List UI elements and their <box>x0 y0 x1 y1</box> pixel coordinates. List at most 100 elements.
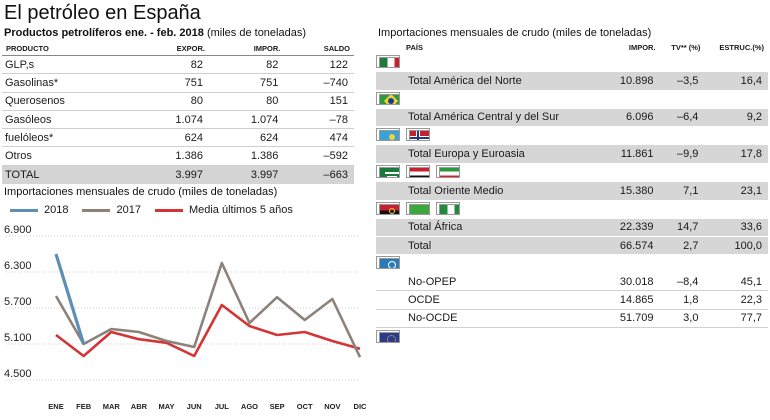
cell-expor: 80 <box>133 92 209 111</box>
subtotal-row: Total América Central y del Sur 6.096 –6,4… <box>376 107 768 127</box>
table-row: Gasolinas* 751 751 –740 <box>2 73 354 93</box>
table-row: fuelóleos* 624 624 474 <box>2 128 354 148</box>
cell-estruc: 9,2 <box>704 107 768 127</box>
cell-name: Gasolinas* <box>2 73 134 93</box>
col-header-expor: EXPOR. <box>133 42 209 56</box>
cell-name: Otros <box>2 146 134 166</box>
cell-expor: 3.997 <box>133 165 209 184</box>
cell-country: No-OPEP <box>376 272 605 292</box>
country-name: OCDE <box>408 294 440 307</box>
cell-estruc: 23,1 <box>704 180 768 200</box>
cell-tv: 3,0 <box>659 308 705 328</box>
cell-impor: 82 <box>208 55 285 75</box>
subtotal-row: Total Oriente Medio 15.380 7,1 23,1 <box>376 180 768 200</box>
x-tick-label: AGO <box>241 402 258 411</box>
cell-saldo: –740 <box>284 73 354 93</box>
cell-expor: 751 <box>133 73 209 93</box>
eu-flag <box>379 331 399 342</box>
table-row: GLP,s 82 82 122 <box>2 55 354 75</box>
x-tick-label: OCT <box>297 402 313 411</box>
imports-table: PAÍS IMPOR. TV** (%) ESTRUC.(%) México9.… <box>376 42 768 346</box>
cell-estruc: 77,7 <box>704 308 768 328</box>
cell-tv: –6,4 <box>659 107 705 127</box>
country-name: No-OPEP <box>408 275 457 288</box>
cell-country: Irak <box>407 165 429 177</box>
legend-item: 2017 <box>82 204 141 216</box>
table-row: Nigeria9.39024,114,1 <box>436 201 460 215</box>
series-line-2 <box>55 303 361 358</box>
legend-swatch <box>154 208 183 212</box>
cell-impor: 14.865 <box>604 290 660 310</box>
legend-label: 2017 <box>116 204 141 216</box>
table-row: Kazajistán4.61060,96,9 <box>376 128 400 142</box>
cell-impor: 22.339 <box>604 217 660 237</box>
x-tick-label: ABR <box>131 402 148 411</box>
series-line-1 <box>54 261 362 358</box>
cell-name: GLP,s <box>2 55 134 75</box>
col-header-producto: PRODUCTO <box>2 42 134 56</box>
legend-swatch <box>82 208 111 212</box>
country-name: Total América del Norte <box>408 74 522 87</box>
cell-country: No-OCDE <box>376 308 605 328</box>
cell-saldo: 151 <box>284 92 354 111</box>
x-tick-label: NOV <box>324 402 340 411</box>
col-header-impor: IMPOR. <box>208 42 285 56</box>
table-row: OPEP36.55614,254,9 <box>376 256 400 270</box>
x-tick-label: ENE <box>48 402 63 411</box>
chart-title: Importaciones mensuales de crudo (miles … <box>4 186 278 198</box>
table-row: Gasóleos 1.074 1.074 –78 <box>2 110 354 130</box>
cell-impor: 51.709 <box>604 308 660 328</box>
table-row: Noruega2.564125,53,9 <box>406 128 430 142</box>
cell-country: Brasil <box>377 92 399 104</box>
cell-country: Libia <box>407 202 429 214</box>
cell-estruc: 100,0 <box>704 235 768 255</box>
cell-impor: 624 <box>208 128 285 148</box>
legend-label: 2018 <box>44 204 69 216</box>
cell-country: Kazajistán <box>377 129 399 141</box>
x-tick-label: JUN <box>187 402 202 411</box>
brazil-flag <box>379 93 399 104</box>
cell-country: OPEP <box>377 257 399 269</box>
x-tick-label: JUL <box>215 402 230 411</box>
country-name: Total Oriente Medio <box>408 184 504 197</box>
y-tick-label: 6.300 <box>4 260 32 272</box>
cell-name: TOTAL <box>2 165 134 184</box>
crude-imports-line-chart: 6.900 6.300 5.700 5.100 4.500 ENE FEB MAR ABR MAY… <box>4 224 367 411</box>
table-row: OCDE 14.865 1,8 22,3 <box>376 290 768 310</box>
cell-name: fuelóleos* <box>2 128 134 148</box>
col-header-impor: IMPOR. <box>628 43 656 52</box>
table-row: UE1.403–35,62,1 <box>376 329 400 343</box>
country-name: No-OCDE <box>408 312 458 325</box>
series-line-0 <box>54 253 86 345</box>
cell-country: Arabia Saudí <box>377 165 399 177</box>
cell-country: México <box>377 56 399 67</box>
cell-impor: 1.074 <box>208 110 285 130</box>
cell-impor: 15.380 <box>604 180 660 200</box>
col-header-pais: PAÍS <box>406 43 423 52</box>
cell-saldo: 474 <box>284 128 354 148</box>
cell-country: Total <box>376 235 605 255</box>
cell-impor: 751 <box>208 73 285 93</box>
table-row: No-OPEP 30.018 –8,4 45,1 <box>376 272 768 292</box>
x-tick-label: SEP <box>270 402 285 411</box>
cell-expor: 82 <box>133 55 209 75</box>
x-tick-label: FEB <box>76 402 92 411</box>
legend-label: Media últimos 5 años <box>188 204 293 216</box>
cell-country: Noruega <box>407 129 429 141</box>
country-name: Total Europa y Euroasia <box>408 148 525 161</box>
angola-flag <box>379 203 399 214</box>
table-row: México9.480–6,214,2 <box>376 55 400 68</box>
cell-country: OCDE <box>376 290 605 310</box>
y-tick-label: 6.900 <box>4 224 32 236</box>
nigeria-flag <box>439 203 459 214</box>
cell-tv: 14,7 <box>659 217 705 237</box>
cell-impor: 66.574 <box>604 235 660 255</box>
cell-tv: 7,1 <box>659 180 705 200</box>
country-name: Total América Central y del Sur <box>408 111 560 124</box>
cell-saldo: 122 <box>284 55 354 75</box>
cell-tv: –9,9 <box>659 144 705 163</box>
cell-expor: 1.074 <box>133 110 209 130</box>
cell-country: UE <box>377 330 399 342</box>
subtotal-row: Total 66.574 2,7 100,0 <box>376 235 768 255</box>
cell-name: Gasóleos <box>2 110 134 130</box>
